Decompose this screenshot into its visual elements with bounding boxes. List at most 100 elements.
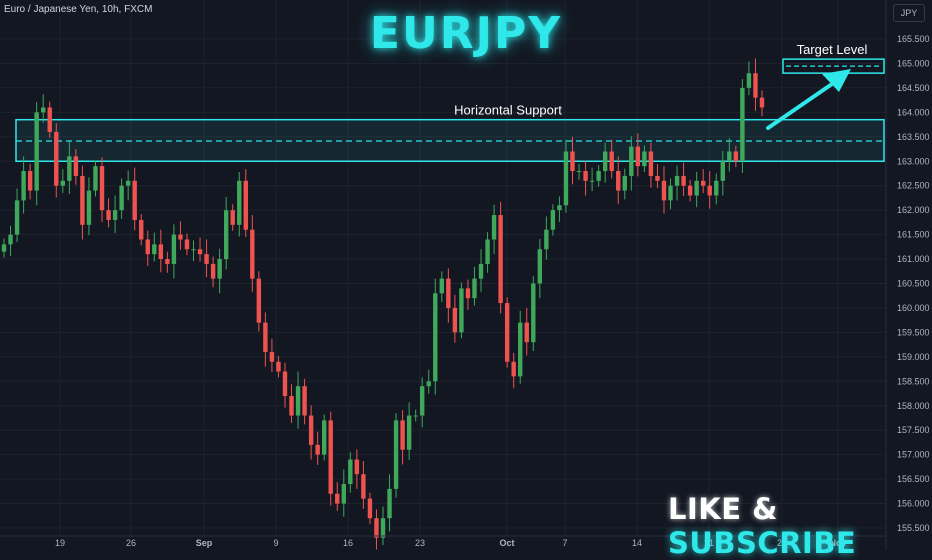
candle-body bbox=[616, 171, 621, 191]
candle-body bbox=[158, 244, 164, 260]
candle-body bbox=[295, 386, 301, 416]
candle-body bbox=[420, 386, 425, 416]
candle-body bbox=[459, 288, 464, 333]
y-tick-label: 158.000 bbox=[897, 401, 930, 411]
candle-body bbox=[648, 151, 654, 176]
candle-body bbox=[655, 175, 660, 181]
candle-body bbox=[753, 73, 758, 98]
candle-body bbox=[733, 151, 739, 162]
y-tick-label: 160.000 bbox=[897, 303, 930, 313]
candle-body bbox=[478, 263, 484, 279]
cta-subscribe: SUBSCRIBE bbox=[668, 526, 857, 560]
candle-body bbox=[426, 381, 431, 387]
candle-body bbox=[740, 87, 745, 162]
arrow-head bbox=[822, 69, 851, 92]
candle-body bbox=[269, 351, 275, 362]
x-tick-label: 7 bbox=[562, 538, 567, 548]
candle-body bbox=[165, 259, 170, 264]
candle-body bbox=[759, 97, 765, 108]
candle-body bbox=[119, 185, 124, 211]
price-axis-panel bbox=[886, 0, 932, 550]
candle-body bbox=[374, 518, 379, 538]
candle-body bbox=[152, 244, 157, 255]
candle-body bbox=[727, 151, 732, 162]
y-tick-label: 161.000 bbox=[897, 254, 930, 264]
candle-body bbox=[237, 180, 242, 225]
x-tick-label: 19 bbox=[55, 538, 65, 548]
time-axis: 19 26 Sep 9 16 23 Oct 7 14 21 28 Nov bbox=[0, 535, 886, 548]
candle-body bbox=[99, 166, 105, 211]
candle-body bbox=[629, 146, 634, 176]
y-tick-label: 157.500 bbox=[897, 425, 930, 435]
candle-body bbox=[250, 229, 255, 279]
y-tick-label: 162.000 bbox=[897, 205, 930, 215]
candle-body bbox=[668, 185, 673, 201]
candle-body bbox=[184, 239, 190, 250]
candle-body bbox=[596, 171, 601, 181]
candle-body bbox=[609, 151, 614, 172]
candle-body bbox=[563, 151, 569, 206]
candle-body bbox=[67, 156, 72, 181]
candle-body bbox=[511, 361, 516, 377]
x-tick-label: Sep bbox=[196, 538, 213, 548]
candle-body bbox=[263, 322, 268, 352]
candle-body bbox=[145, 239, 150, 255]
x-tick-label: Nov bbox=[829, 538, 846, 548]
candle-body bbox=[256, 278, 262, 323]
candle-body bbox=[674, 175, 680, 186]
candle-body bbox=[27, 171, 33, 191]
x-tick-label: 21 bbox=[704, 538, 714, 548]
candle-body bbox=[433, 293, 438, 382]
candle-body bbox=[348, 459, 353, 484]
candle-body bbox=[112, 210, 118, 220]
candle-body bbox=[550, 210, 556, 230]
candle-body bbox=[80, 175, 85, 225]
candle-body bbox=[387, 488, 392, 519]
candle-body bbox=[537, 249, 543, 284]
candle-body bbox=[106, 210, 111, 220]
y-tick-label: 165.000 bbox=[897, 58, 930, 68]
candle-body bbox=[47, 107, 52, 132]
candle-body bbox=[354, 459, 360, 475]
candle-body bbox=[210, 263, 216, 279]
candle-body bbox=[707, 185, 712, 196]
candle-body bbox=[191, 249, 196, 251]
candle-body bbox=[361, 474, 366, 499]
candle-body bbox=[289, 395, 294, 416]
x-tick-label: 23 bbox=[415, 538, 425, 548]
y-tick-label: 156.500 bbox=[897, 474, 930, 484]
candle-body bbox=[622, 175, 627, 191]
candle-body bbox=[544, 229, 549, 250]
candle-body bbox=[217, 259, 222, 279]
candle-body bbox=[439, 278, 445, 294]
candle-body bbox=[34, 112, 39, 191]
candle-body bbox=[465, 288, 471, 299]
chart-title: EURJPY bbox=[369, 8, 563, 59]
candle-body bbox=[504, 303, 510, 362]
candles-layer bbox=[1, 58, 765, 550]
y-tick-label: 158.500 bbox=[897, 376, 930, 386]
candle-body bbox=[335, 493, 340, 504]
candle-body bbox=[583, 171, 588, 181]
candle-body bbox=[570, 151, 575, 172]
y-tick-label: 164.000 bbox=[897, 107, 930, 117]
candle-body bbox=[642, 151, 647, 167]
candle-body bbox=[321, 420, 327, 455]
candle-body bbox=[393, 420, 399, 489]
candle-body bbox=[14, 200, 20, 235]
arrow-shaft bbox=[766, 82, 834, 130]
y-tick-label: 163.000 bbox=[897, 156, 930, 166]
y-tick-label: 159.500 bbox=[897, 327, 930, 337]
candle-body bbox=[54, 131, 59, 186]
x-tick-label: 26 bbox=[126, 538, 136, 548]
candle-body bbox=[446, 278, 451, 308]
candle-body bbox=[197, 249, 203, 255]
cta-like: LIKE & bbox=[668, 492, 778, 526]
candle-body bbox=[491, 215, 497, 240]
currency-button[interactable]: JPY bbox=[893, 4, 925, 22]
candle-body bbox=[125, 180, 131, 186]
y-tick-label: 165.500 bbox=[897, 34, 930, 44]
support-zone-layer: Horizontal Support bbox=[15, 103, 885, 162]
candle-body bbox=[681, 175, 686, 186]
